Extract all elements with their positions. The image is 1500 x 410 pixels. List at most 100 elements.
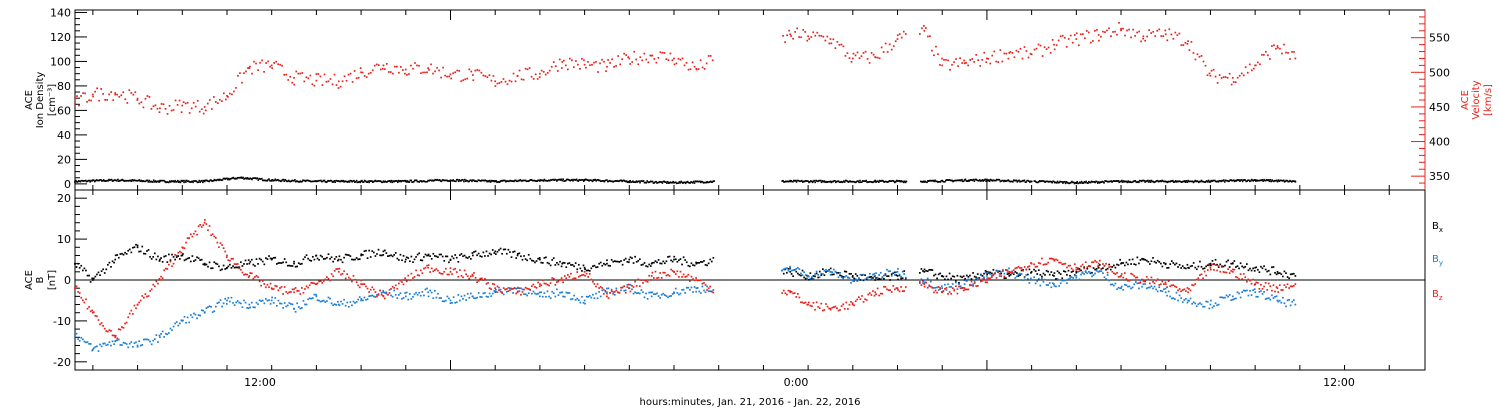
density-point bbox=[308, 180, 311, 182]
by-point bbox=[792, 269, 794, 272]
density-point bbox=[1108, 180, 1111, 183]
bx-point bbox=[186, 257, 189, 260]
bx-point bbox=[132, 246, 134, 249]
velocity-point bbox=[220, 100, 223, 103]
density-point bbox=[1230, 179, 1232, 181]
bz-point bbox=[1261, 287, 1264, 290]
density-point bbox=[968, 179, 970, 182]
bx-point bbox=[1141, 257, 1143, 260]
density-point bbox=[505, 180, 507, 183]
density-point bbox=[247, 177, 250, 180]
density-point bbox=[599, 179, 601, 182]
velocity-point bbox=[1019, 47, 1022, 50]
bz-point bbox=[662, 271, 665, 274]
by-point bbox=[316, 299, 319, 302]
density-point bbox=[118, 180, 120, 182]
by-point bbox=[1144, 283, 1147, 285]
density-point bbox=[860, 181, 862, 184]
density-point bbox=[1076, 180, 1079, 183]
density-point bbox=[1129, 180, 1131, 183]
bz-point bbox=[299, 293, 302, 295]
by-point bbox=[188, 321, 191, 324]
bx-point bbox=[168, 253, 170, 256]
density-point bbox=[436, 178, 438, 181]
velocity-point bbox=[1069, 34, 1072, 37]
density-point bbox=[1155, 180, 1158, 182]
velocity-point bbox=[1073, 34, 1076, 36]
velocity-point bbox=[558, 58, 561, 61]
density-point bbox=[181, 180, 184, 182]
by-point bbox=[526, 294, 529, 297]
velocity-point bbox=[854, 54, 857, 57]
bx-point bbox=[448, 261, 450, 264]
density-point bbox=[1112, 180, 1114, 183]
bx-point bbox=[1067, 269, 1070, 272]
density-point bbox=[562, 178, 564, 181]
bx-point bbox=[424, 253, 427, 256]
by-point bbox=[482, 292, 485, 295]
by-point bbox=[873, 272, 876, 275]
density-point bbox=[634, 181, 637, 184]
bx-point bbox=[1078, 268, 1081, 270]
density-point bbox=[628, 181, 631, 184]
by-point bbox=[928, 285, 931, 288]
bx-point bbox=[498, 249, 500, 251]
by-point bbox=[347, 305, 350, 308]
density-point bbox=[141, 180, 143, 183]
bx-point bbox=[302, 258, 305, 261]
bz-point bbox=[579, 274, 582, 277]
velocity-point bbox=[460, 80, 463, 83]
bz-point bbox=[901, 290, 904, 292]
bx-point bbox=[1044, 274, 1046, 276]
bz-point bbox=[246, 273, 248, 276]
by-point bbox=[471, 295, 474, 298]
bz-point bbox=[649, 279, 652, 281]
bz-point bbox=[521, 291, 524, 293]
density-point bbox=[1000, 180, 1003, 182]
density-point bbox=[827, 180, 830, 183]
bx-point bbox=[1034, 270, 1037, 272]
velocity-point bbox=[279, 63, 282, 66]
density-point bbox=[75, 179, 77, 182]
bz-point bbox=[796, 293, 799, 295]
bx-point bbox=[576, 268, 579, 271]
by-point bbox=[275, 304, 278, 307]
bx-point bbox=[239, 261, 242, 264]
density-point bbox=[803, 180, 806, 183]
by-point bbox=[592, 293, 594, 296]
velocity-point bbox=[1065, 45, 1068, 48]
bz-point bbox=[784, 292, 787, 295]
density-point bbox=[473, 180, 476, 183]
by-point bbox=[1220, 296, 1223, 299]
by-point bbox=[248, 303, 251, 306]
density-point bbox=[1022, 180, 1025, 182]
velocity-point bbox=[655, 61, 658, 64]
bz-point bbox=[1077, 268, 1079, 271]
bx-point bbox=[379, 254, 381, 257]
density-point bbox=[1154, 181, 1156, 183]
density-point bbox=[1249, 180, 1252, 182]
bz-point bbox=[1123, 272, 1126, 274]
by-point bbox=[920, 278, 923, 281]
bz-point bbox=[804, 301, 807, 304]
density-point bbox=[782, 179, 784, 182]
velocity-point bbox=[856, 51, 859, 54]
by-point bbox=[398, 293, 400, 296]
by-point bbox=[457, 294, 460, 296]
bx-point bbox=[200, 258, 203, 261]
density-point bbox=[92, 179, 95, 182]
bz-point bbox=[1178, 288, 1181, 290]
velocity-point bbox=[178, 99, 181, 102]
by-point bbox=[473, 297, 475, 300]
velocity-point bbox=[665, 58, 668, 60]
by-point bbox=[923, 281, 926, 284]
density-point bbox=[77, 180, 80, 182]
by-point bbox=[175, 321, 178, 323]
by-point bbox=[645, 292, 647, 295]
by-point bbox=[189, 314, 192, 316]
bx-point bbox=[297, 262, 300, 265]
bx-point bbox=[1281, 275, 1284, 278]
density-point bbox=[937, 181, 940, 183]
by-point bbox=[371, 294, 374, 297]
density-point bbox=[382, 180, 385, 183]
